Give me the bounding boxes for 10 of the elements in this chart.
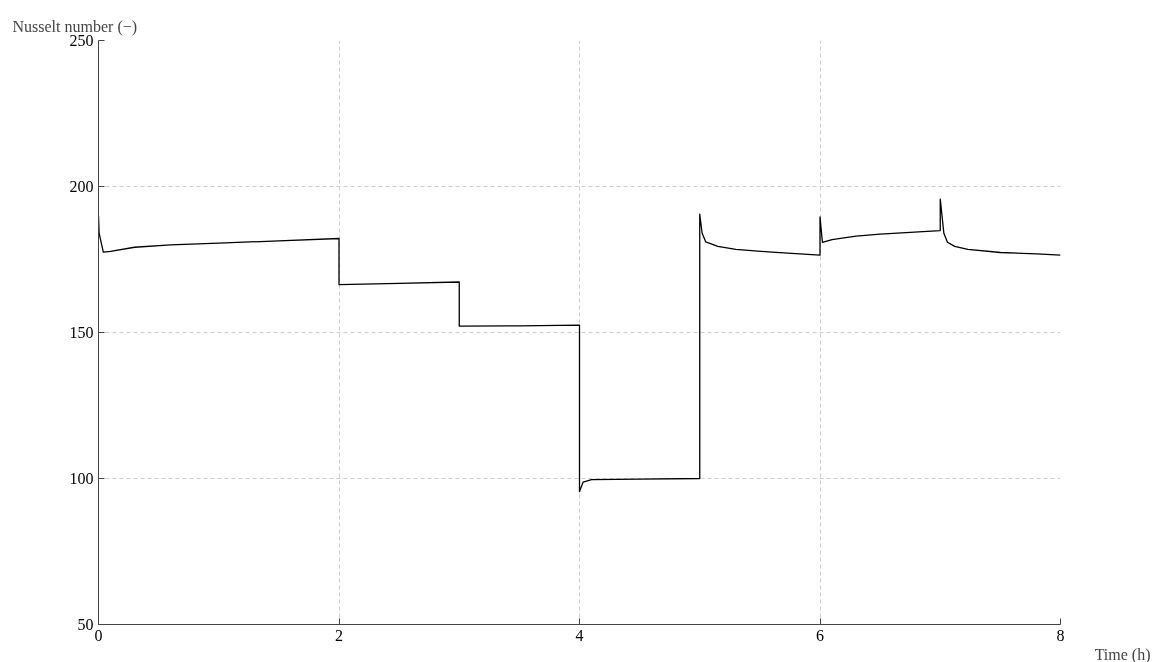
- y-tick-label: 150: [69, 324, 94, 341]
- x-tick-label: 8: [1056, 626, 1065, 644]
- y-tick-label: 200: [69, 178, 94, 195]
- x-tick-label: 4: [575, 626, 584, 644]
- x-tick-label: 6: [816, 626, 824, 644]
- line-series: [98, 198, 1061, 493]
- x-tick-label: 2: [335, 626, 343, 644]
- y-tick-label: 50: [77, 616, 94, 633]
- y-tick-label: 100: [69, 470, 94, 487]
- x-tick-label: 0: [94, 626, 103, 644]
